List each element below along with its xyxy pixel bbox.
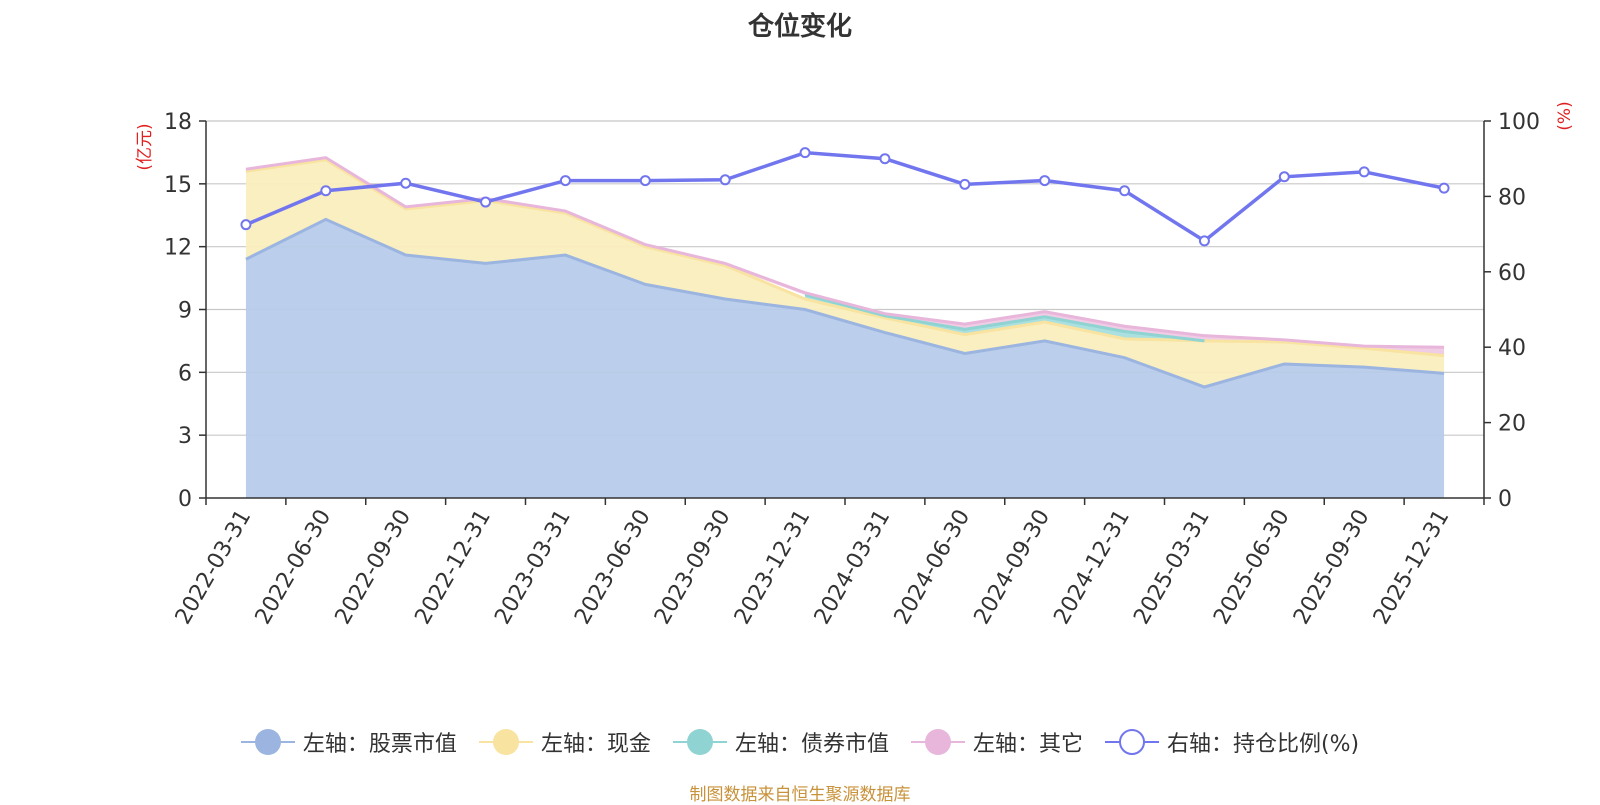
x-tick-label: 2024-03-31 — [810, 506, 896, 629]
legend-item[interactable]: 左轴：现金 — [478, 726, 651, 758]
holding-ratio-point — [959, 178, 971, 190]
legend-marker-icon — [1104, 729, 1159, 755]
left-tick-label: 0 — [178, 487, 192, 512]
x-tick-label: 2025-09-30 — [1289, 506, 1375, 629]
left-tick-label: 15 — [164, 173, 192, 198]
chart-title: 仓位变化 — [747, 12, 852, 42]
series-line-2 — [804, 293, 1205, 343]
left-tick-label: 12 — [164, 236, 192, 261]
series-lines — [245, 150, 1445, 389]
holding-ratio-point — [719, 174, 731, 186]
right-axis-unit: (%) — [1555, 101, 1575, 130]
legend-marker-icon — [672, 729, 727, 755]
holding-ratio-point — [1198, 235, 1210, 247]
holding-ratio-point — [799, 147, 811, 159]
holding-ratio-point — [1438, 182, 1450, 194]
right-tick-label: 20 — [1498, 412, 1526, 437]
left-tick-label: 3 — [178, 424, 192, 449]
holding-ratio-point — [400, 177, 412, 189]
area-0 — [245, 219, 1445, 498]
holding-ratio-point — [1119, 185, 1131, 197]
area-2 — [805, 294, 1205, 341]
legend-item[interactable]: 左轴：股票市值 — [240, 726, 457, 758]
data-source-note: 制图数据来自恒生聚源数据库 — [689, 785, 911, 805]
series-line-0 — [245, 217, 1445, 389]
right-tick-label: 80 — [1498, 185, 1526, 210]
x-tick-label: 2024-06-30 — [890, 506, 976, 629]
holding-ratio-line — [245, 150, 1445, 244]
series-line-1 — [245, 158, 1445, 358]
legend-item[interactable]: 左轴：债券市值 — [672, 726, 889, 758]
holding-ratio-point — [320, 185, 332, 197]
area-layers — [245, 157, 1445, 498]
right-tick-label: 60 — [1498, 261, 1526, 286]
left-tick-label: 18 — [164, 110, 192, 135]
x-tick-label: 2024-09-30 — [969, 506, 1055, 629]
holding-ratio-point — [559, 175, 571, 187]
legend-marker-icon — [240, 729, 295, 755]
x-tick-label: 2024-12-31 — [1049, 506, 1135, 629]
right-tick-label: 0 — [1498, 487, 1512, 512]
holding-ratio-point — [240, 219, 252, 231]
x-tick-label: 2025-03-31 — [1129, 506, 1215, 629]
legend-label: 右轴：持仓比例(%) — [1166, 732, 1360, 757]
legend: 左轴：股票市值 左轴：现金 左轴：债券市值 左轴：其它 右轴：持仓比例(%) — [0, 720, 1600, 764]
x-tick-label: 2025-06-30 — [1209, 506, 1295, 629]
x-tick-label: 2023-12-31 — [730, 506, 816, 629]
legend-item[interactable]: 右轴：持仓比例(%) — [1104, 726, 1360, 758]
left-tick-label: 6 — [178, 361, 192, 386]
area-1 — [245, 159, 1445, 387]
holding-ratio-point — [480, 196, 492, 208]
legend-marker-icon — [910, 729, 965, 755]
series-line-3 — [245, 156, 1445, 349]
legend-label: 左轴：现金 — [540, 732, 651, 757]
x-tick-label: 2022-09-30 — [330, 506, 416, 629]
legend-item[interactable]: 左轴：其它 — [910, 726, 1083, 758]
right-tick-label: 40 — [1498, 336, 1526, 361]
x-tick-label: 2022-12-31 — [410, 506, 496, 629]
holding-ratio-point — [1358, 166, 1370, 178]
x-tick-label: 2023-09-30 — [650, 506, 736, 629]
legend-label: 左轴：股票市值 — [302, 732, 457, 757]
x-tick-label: 2022-06-30 — [251, 506, 337, 629]
holding-ratio-point — [879, 153, 891, 165]
legend-marker-icon — [478, 729, 533, 755]
left-axis-unit: (亿元) — [135, 123, 155, 170]
holding-ratio-point — [639, 175, 651, 187]
right-tick-label: 100 — [1498, 110, 1540, 135]
legend-label: 左轴：其它 — [972, 732, 1083, 757]
x-tick-label: 2023-03-31 — [490, 506, 576, 629]
holding-ratio-point — [1039, 175, 1051, 187]
legend-label: 左轴：债券市值 — [734, 732, 889, 757]
holding-ratio-point — [1278, 171, 1290, 183]
x-tick-label: 2022-03-31 — [171, 506, 257, 629]
line-markers — [240, 147, 1450, 247]
left-tick-label: 9 — [178, 299, 192, 324]
x-tick-label: 2025-12-31 — [1369, 506, 1455, 629]
x-tick-label: 2023-06-30 — [570, 506, 656, 629]
